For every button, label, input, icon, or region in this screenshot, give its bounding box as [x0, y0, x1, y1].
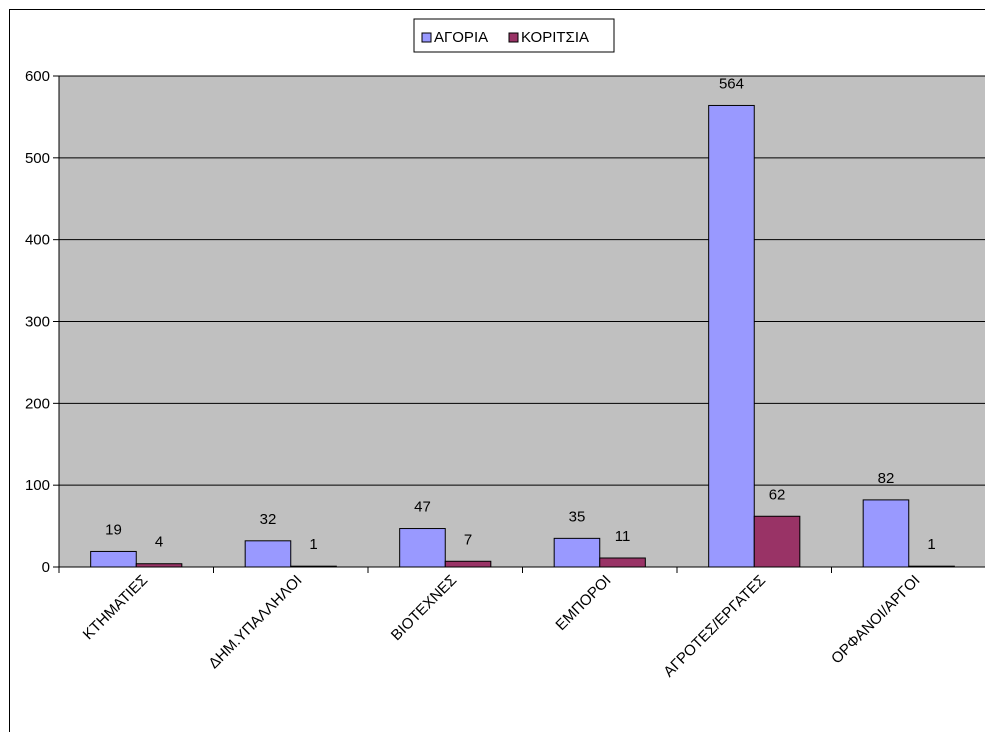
bars [90, 104, 955, 568]
bar-boys [862, 499, 910, 568]
legend-label-girls: ΚΟΡΙΤΣΙΑ [521, 29, 589, 46]
x-tick-label: ΚΤΗΜΑΤΙΕΣ [80, 572, 151, 643]
data-label: 4 [155, 534, 163, 551]
y-tick-label: 600 [25, 68, 50, 85]
data-label: 35 [569, 508, 586, 525]
bar-girls [908, 565, 955, 568]
bar-girls [753, 515, 801, 568]
data-label: 564 [719, 75, 744, 92]
bar-boys [90, 550, 137, 568]
y-tick-label: 200 [25, 395, 50, 412]
y-tick-label: 400 [25, 232, 50, 249]
chart-area: 0 100 200 300 400 500 600 ΚΤΗΜΑΤΙΕΣ ΔΗΜ.ΥΠΑΛΛΗΛΟ… [9, 9, 985, 732]
data-label: 7 [464, 531, 472, 548]
x-tick-label: ΕΜΠΟΡΟΙ [552, 572, 614, 634]
bar-chart: 0 100 200 300 400 500 600 ΚΤΗΜΑΤΙΕΣ ΔΗΜ.ΥΠΑΛΛΗΛΟ… [25, 18, 985, 681]
bar-boys [244, 540, 292, 568]
bar-girls [290, 565, 337, 568]
y-tick-label: 0 [42, 559, 50, 576]
data-labels: 19 32 47 35 564 82 4 1 7 11 62 1 [105, 75, 936, 553]
data-label: 11 [615, 528, 631, 545]
bar-boys [553, 537, 601, 568]
data-label: 19 [105, 521, 122, 538]
data-label: 47 [414, 499, 431, 516]
y-tick-label: 500 [25, 150, 50, 167]
legend-label-boys: ΑΓΟΡΙΑ [434, 29, 488, 46]
data-label: 1 [309, 536, 317, 553]
legend-swatch-boys [421, 32, 432, 43]
data-label: 62 [769, 486, 786, 503]
x-tick-label: ΔΗΜ.ΥΠΑΛΛΗΛΟΙ [205, 572, 305, 672]
data-label: 1 [927, 536, 935, 553]
bar-girls [444, 560, 492, 568]
bar-boys [399, 528, 446, 568]
y-tick-label: 100 [25, 477, 50, 494]
bar-girls [599, 557, 646, 568]
data-label: 82 [878, 470, 895, 487]
legend-swatch-girls [508, 32, 519, 43]
x-tick-label: ΒΙΟΤΕΧΝΕΣ [388, 572, 460, 644]
bar-girls [135, 563, 183, 568]
x-tick-label: ΟΡΦΑΝΟΙ/ΑΡΓΟΙ [828, 572, 924, 668]
gridlines [59, 75, 985, 486]
bar-boys [708, 104, 755, 568]
data-label: 32 [260, 511, 277, 528]
y-tick-label: 300 [25, 314, 50, 331]
legend: ΑΓΟΡΙΑ ΚΟΡΙΤΣΙΑ [413, 18, 615, 53]
x-tick-label: ΑΓΡΟΤΕΣ/ΕΡΓΑΤΕΣ [660, 572, 769, 681]
